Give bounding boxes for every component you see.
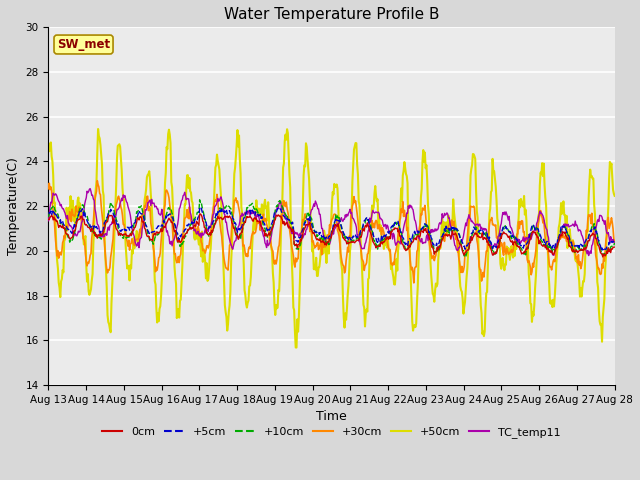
TC_temp11	[401, 218, 409, 224]
+5cm	[611, 237, 618, 243]
+10cm	[196, 197, 204, 203]
+10cm	[462, 254, 470, 260]
+30cm	[172, 251, 179, 257]
+50cm	[419, 159, 426, 165]
Text: SW_met: SW_met	[57, 38, 110, 51]
Line: 0cm: 0cm	[49, 214, 614, 257]
+30cm	[401, 214, 409, 219]
Title: Water Temperature Profile B: Water Temperature Profile B	[224, 7, 439, 22]
TC_temp11	[418, 236, 426, 241]
+50cm	[114, 143, 122, 149]
+5cm	[401, 241, 409, 247]
+10cm	[45, 214, 52, 220]
TC_temp11	[172, 232, 179, 238]
+10cm	[55, 215, 63, 221]
+10cm	[418, 225, 426, 231]
TC_temp11	[202, 227, 209, 232]
+30cm	[45, 186, 52, 192]
0cm	[599, 254, 607, 260]
+50cm	[402, 171, 410, 177]
0cm	[171, 229, 179, 235]
0cm	[418, 228, 426, 234]
0cm	[401, 247, 409, 252]
0cm	[611, 244, 618, 250]
+5cm	[196, 205, 204, 211]
+30cm	[55, 255, 63, 261]
+30cm	[611, 239, 618, 244]
Line: +5cm: +5cm	[49, 208, 614, 251]
Line: TC_temp11: TC_temp11	[49, 189, 614, 255]
+10cm	[611, 240, 618, 246]
TC_temp11	[611, 240, 618, 246]
+5cm	[202, 219, 209, 225]
TC_temp11	[55, 198, 63, 204]
TC_temp11	[585, 252, 593, 258]
+50cm	[94, 126, 102, 132]
0cm	[202, 225, 209, 231]
+30cm	[93, 178, 101, 183]
+10cm	[401, 245, 409, 251]
Line: +50cm: +50cm	[49, 129, 614, 348]
+5cm	[45, 210, 52, 216]
+50cm	[55, 280, 63, 286]
+5cm	[113, 223, 121, 228]
TC_temp11	[45, 218, 52, 224]
+30cm	[410, 280, 418, 286]
0cm	[113, 227, 121, 233]
+50cm	[202, 259, 209, 265]
+30cm	[202, 250, 209, 256]
Line: +10cm: +10cm	[49, 200, 614, 257]
Line: +30cm: +30cm	[49, 180, 614, 283]
+10cm	[202, 216, 209, 222]
+5cm	[55, 215, 63, 221]
TC_temp11	[86, 186, 94, 192]
0cm	[196, 211, 204, 217]
+50cm	[45, 143, 52, 148]
+50cm	[292, 345, 300, 350]
Y-axis label: Temperature(C): Temperature(C)	[7, 157, 20, 255]
+5cm	[171, 221, 179, 227]
X-axis label: Time: Time	[316, 410, 347, 423]
+50cm	[172, 274, 179, 280]
0cm	[55, 225, 63, 230]
Legend: 0cm, +5cm, +10cm, +30cm, +50cm, TC_temp11: 0cm, +5cm, +10cm, +30cm, +50cm, TC_temp1…	[98, 422, 566, 442]
+50cm	[611, 193, 618, 199]
+30cm	[114, 195, 122, 201]
+5cm	[597, 248, 605, 253]
+30cm	[419, 205, 426, 211]
TC_temp11	[114, 207, 122, 213]
0cm	[45, 216, 52, 222]
+10cm	[113, 219, 121, 225]
+10cm	[171, 221, 179, 227]
+5cm	[418, 227, 426, 232]
